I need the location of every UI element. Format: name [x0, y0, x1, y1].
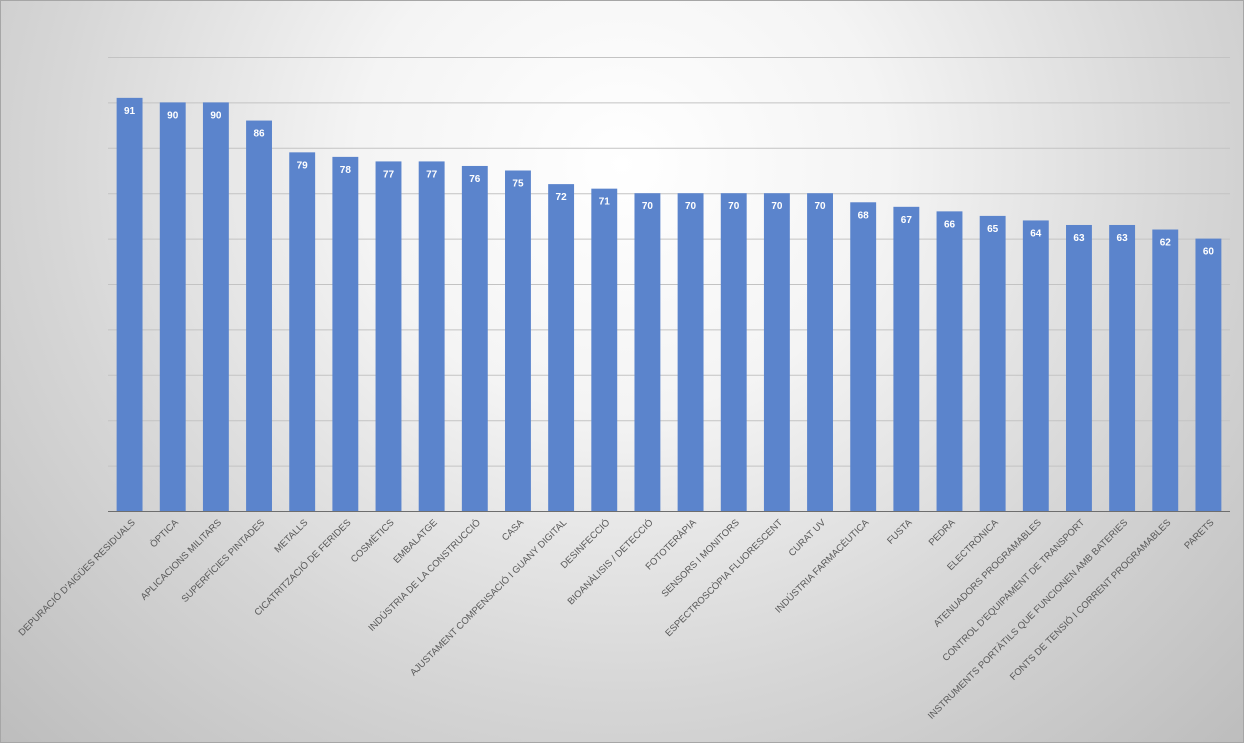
data-label-18: 67: [901, 215, 913, 226]
x-tick-label-24: FONTS DE TENSIÓ I CORRENT PROGRAMABLES: [1008, 517, 1173, 682]
x-tick-label-17: INDÚSTRIA FARMACÈUTICA: [773, 517, 872, 616]
bar-2: [202, 102, 229, 512]
x-tick-label-7: EMBALATGE: [391, 517, 439, 565]
data-label-9: 75: [512, 179, 524, 190]
data-label-14: 70: [728, 201, 740, 212]
data-label-21: 64: [1030, 228, 1042, 239]
data-labels: 91 90 90 86 79 78 77 77 76 75 72 71 70 70 70 70 70 68 67 66…: [124, 106, 1214, 258]
bar-0: [116, 97, 143, 512]
x-tick-label-14: SENSORS I MONITORS: [660, 517, 742, 599]
bar-13: [677, 193, 704, 511]
bar-6: [375, 161, 402, 512]
bars: [116, 97, 1222, 512]
x-tick-label-23: INSTRUMENTS PORTÀTILS QUE FUNCIONEN AMB …: [926, 517, 1130, 721]
bar-19: [936, 211, 963, 512]
x-tick-label-12: BIOANÀLISIS / DETECCIÓ: [566, 517, 656, 607]
x-tick-labels: DEPURACIÓ D'AIGÜES RESIDUALS ÒPTICAAPLICA…: [17, 517, 1217, 722]
x-tick-label-19: PEDRA: [927, 517, 958, 548]
bar-4: [289, 152, 316, 511]
data-label-19: 66: [944, 219, 956, 230]
data-label-10: 72: [556, 192, 568, 203]
bar-22: [1066, 224, 1092, 512]
data-label-8: 76: [469, 174, 481, 185]
data-label-25: 60: [1203, 247, 1215, 258]
bar-18: [893, 206, 920, 511]
x-tick-label-16: CURAT UV: [787, 517, 829, 559]
x-tick-label-6: COSMÈTICS: [349, 517, 397, 565]
data-label-17: 68: [858, 210, 870, 221]
bar-16: [807, 193, 833, 511]
bar-8: [461, 165, 488, 511]
data-label-4: 79: [297, 160, 309, 171]
data-label-24: 62: [1160, 238, 1172, 249]
bar-1: [159, 102, 186, 512]
bar-21: [1022, 220, 1049, 511]
x-tick-label-9: CASA: [500, 517, 527, 544]
data-label-5: 78: [340, 165, 352, 176]
bar-15: [763, 193, 790, 511]
data-label-0: 91: [124, 106, 136, 117]
data-label-12: 70: [642, 201, 654, 212]
x-tick-label-2: APLICACIONS MILITARS: [139, 517, 224, 602]
bar-3: [246, 120, 272, 511]
bar-9: [505, 170, 531, 511]
bar-24: [1152, 229, 1179, 511]
data-label-15: 70: [771, 201, 783, 212]
bar-10: [548, 184, 575, 511]
data-label-11: 71: [599, 197, 611, 208]
bar-20: [979, 215, 1006, 511]
data-label-13: 70: [685, 201, 697, 212]
bar-25: [1195, 238, 1222, 511]
gridlines: [108, 57, 1230, 467]
bar-14: [720, 193, 747, 511]
x-tick-label-25: PARETS: [1182, 517, 1216, 551]
data-label-20: 65: [987, 224, 999, 235]
data-label-2: 90: [210, 110, 222, 121]
data-label-3: 86: [253, 129, 265, 140]
x-tick-label-18: FUSTA: [885, 517, 915, 547]
x-tick-label-10: AJUSTAMENT COMPENSACIÓ I GUANY DIGITAL: [408, 517, 569, 678]
x-tick-label-4: METALLS: [272, 517, 310, 555]
x-tick-label-5: CICATRITZACIÓ DE FERIDES: [253, 517, 354, 618]
x-tick-label-0: DEPURACIÓ D'AIGÜES RESIDUALS: [17, 517, 138, 638]
x-tick-label-1: ÒPTICA: [148, 517, 181, 550]
data-label-22: 63: [1073, 233, 1085, 244]
bar-11: [591, 188, 618, 511]
x-tick-label-3: SUPERFÍCIES PINTADES: [180, 517, 268, 605]
bar-12: [634, 193, 661, 511]
bar-5: [332, 156, 359, 511]
data-label-23: 63: [1117, 233, 1129, 244]
data-label-1: 90: [167, 110, 179, 121]
data-label-16: 70: [814, 201, 826, 212]
bar-23: [1109, 224, 1136, 512]
bar-17: [850, 202, 877, 511]
data-label-6: 77: [383, 169, 395, 180]
data-label-7: 77: [426, 169, 438, 180]
bar-7: [418, 161, 445, 512]
